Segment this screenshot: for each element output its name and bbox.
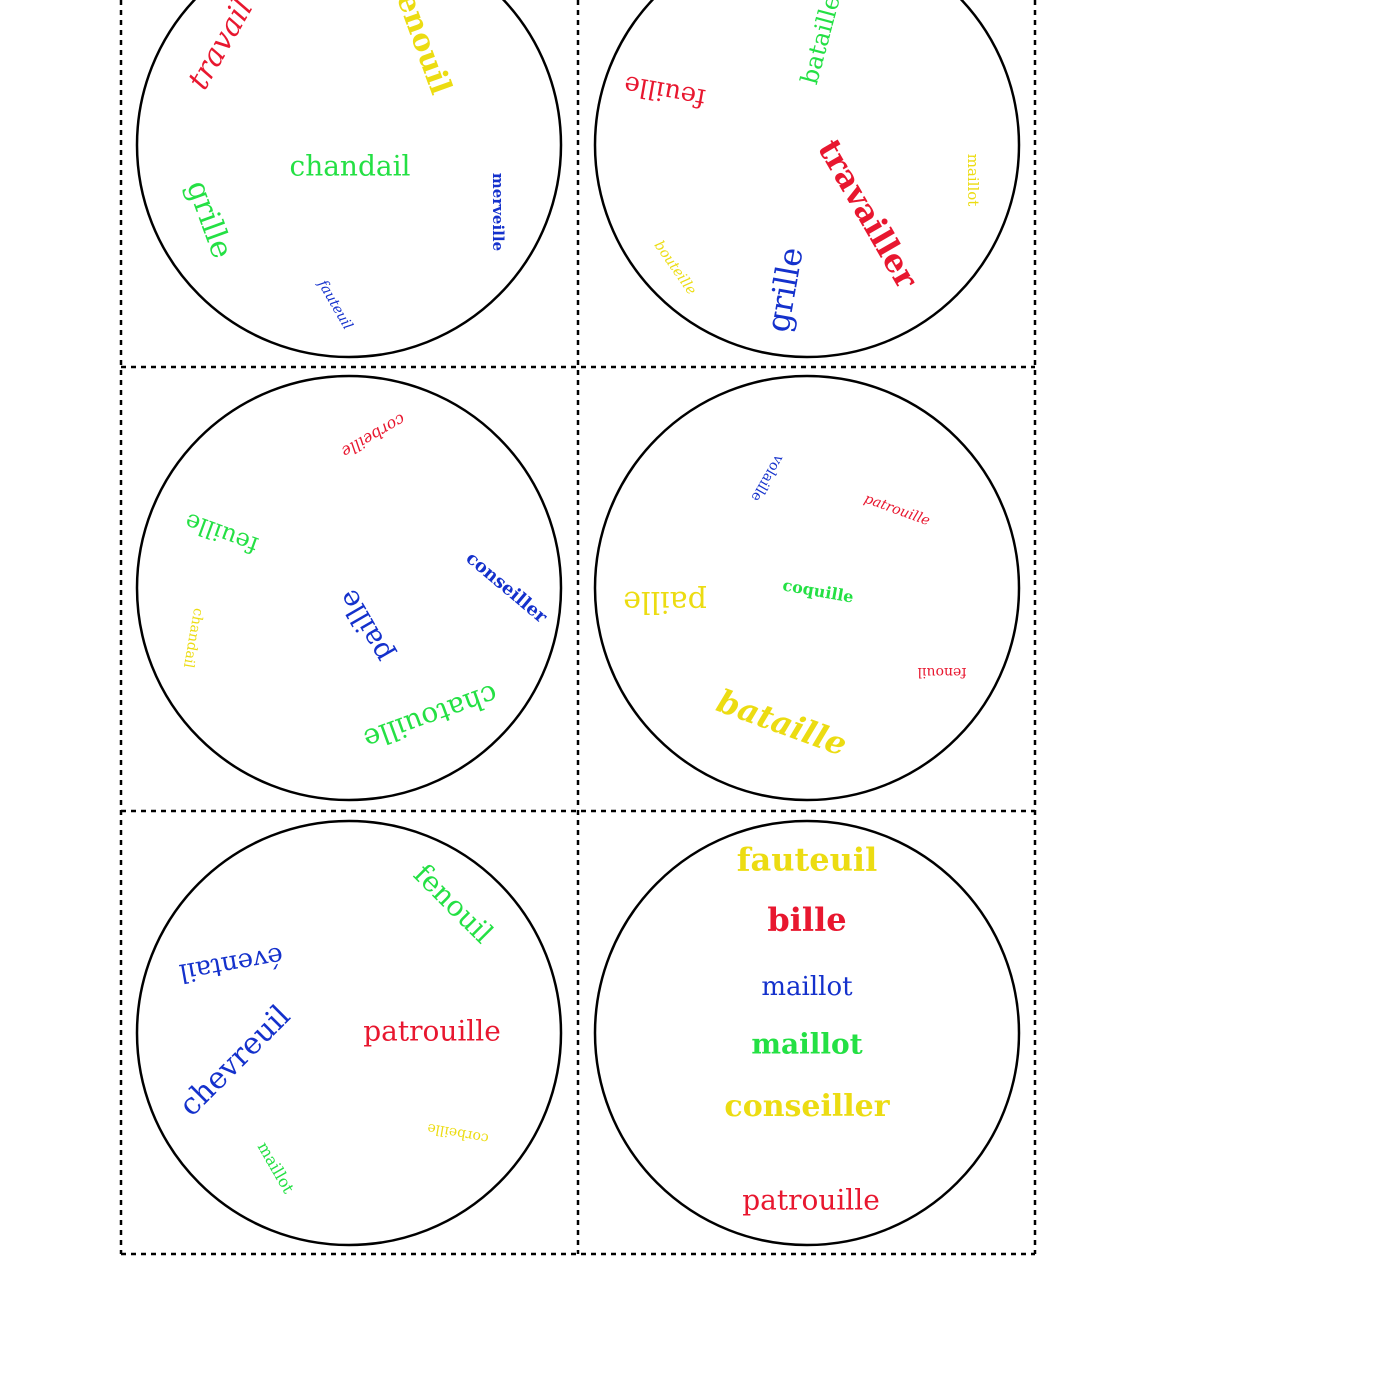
word: conseiller xyxy=(724,1089,890,1124)
card-circle xyxy=(135,819,563,1247)
word: patrouille xyxy=(742,1184,880,1217)
word: maillot xyxy=(964,154,982,207)
word: merveille xyxy=(489,173,507,251)
word: maillot xyxy=(751,1028,862,1061)
card-circle xyxy=(593,0,1021,359)
word: chandail xyxy=(290,150,411,183)
word: bille xyxy=(767,901,846,939)
card-circle xyxy=(593,819,1021,1247)
word: paille xyxy=(623,584,707,619)
word: patrouille xyxy=(363,1015,501,1048)
card-circle xyxy=(135,0,563,359)
card: fauteuil bille maillot maillot conseiller pat… xyxy=(593,819,1021,1247)
card-circle xyxy=(135,374,563,802)
card-circle xyxy=(593,374,1021,802)
word: maillot xyxy=(761,972,853,1002)
word: fauteuil xyxy=(737,841,877,879)
word: fenouil xyxy=(917,664,966,680)
